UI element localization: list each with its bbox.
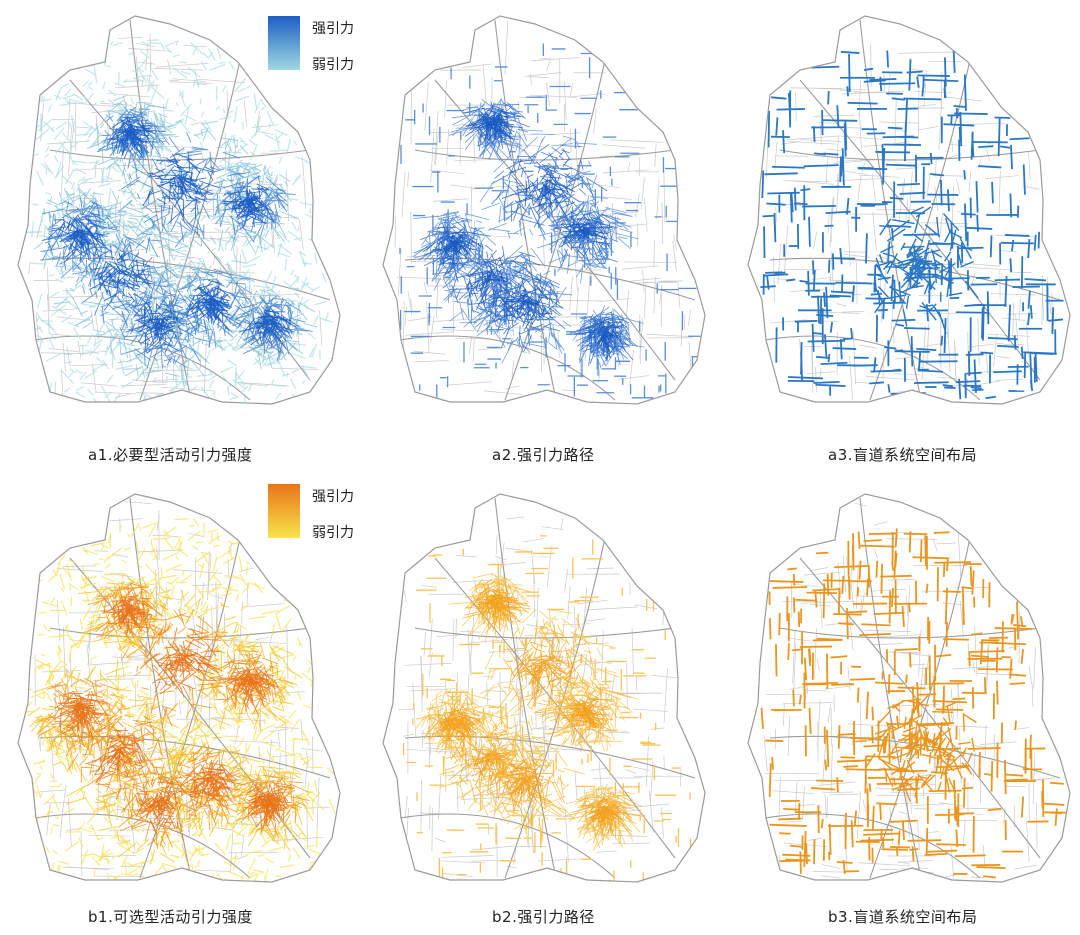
caption-b1: b1.可选型活动引力强度 bbox=[88, 908, 253, 926]
caption-a2: a2.强引力路径 bbox=[492, 446, 595, 464]
map-panel-a1 bbox=[10, 0, 360, 440]
map-panel-a2 bbox=[375, 0, 725, 440]
legend-blue-weak-label: 弱引力 bbox=[312, 57, 354, 73]
caption-b2: b2.强引力路径 bbox=[492, 908, 595, 926]
legend-gradient-blue bbox=[268, 16, 300, 70]
caption-b3: b3.盲道系统空间布局 bbox=[828, 908, 978, 926]
district-map-b2 bbox=[382, 493, 706, 883]
map-panel-b2 bbox=[375, 478, 725, 918]
legend-orange: 强引力 弱引力 bbox=[268, 484, 368, 544]
legend-blue-strong-label: 强引力 bbox=[312, 21, 354, 37]
map-panel-a3 bbox=[740, 0, 1080, 440]
legend-gradient-orange bbox=[268, 484, 300, 538]
legend-orange-strong-label: 强引力 bbox=[312, 489, 354, 505]
district-map-a3 bbox=[747, 15, 1071, 405]
district-map-b1 bbox=[17, 493, 341, 883]
legend-orange-weak-label: 弱引力 bbox=[312, 525, 354, 541]
district-map-a1 bbox=[17, 15, 341, 405]
map-panel-b1 bbox=[10, 478, 360, 918]
map-panel-b3 bbox=[740, 478, 1080, 918]
caption-a3: a3.盲道系统空间布局 bbox=[828, 446, 978, 464]
legend-blue: 强引力 弱引力 bbox=[268, 16, 368, 76]
district-map-a2 bbox=[382, 15, 706, 405]
caption-a1: a1.必要型活动引力强度 bbox=[88, 446, 253, 464]
district-map-b3 bbox=[747, 493, 1071, 883]
